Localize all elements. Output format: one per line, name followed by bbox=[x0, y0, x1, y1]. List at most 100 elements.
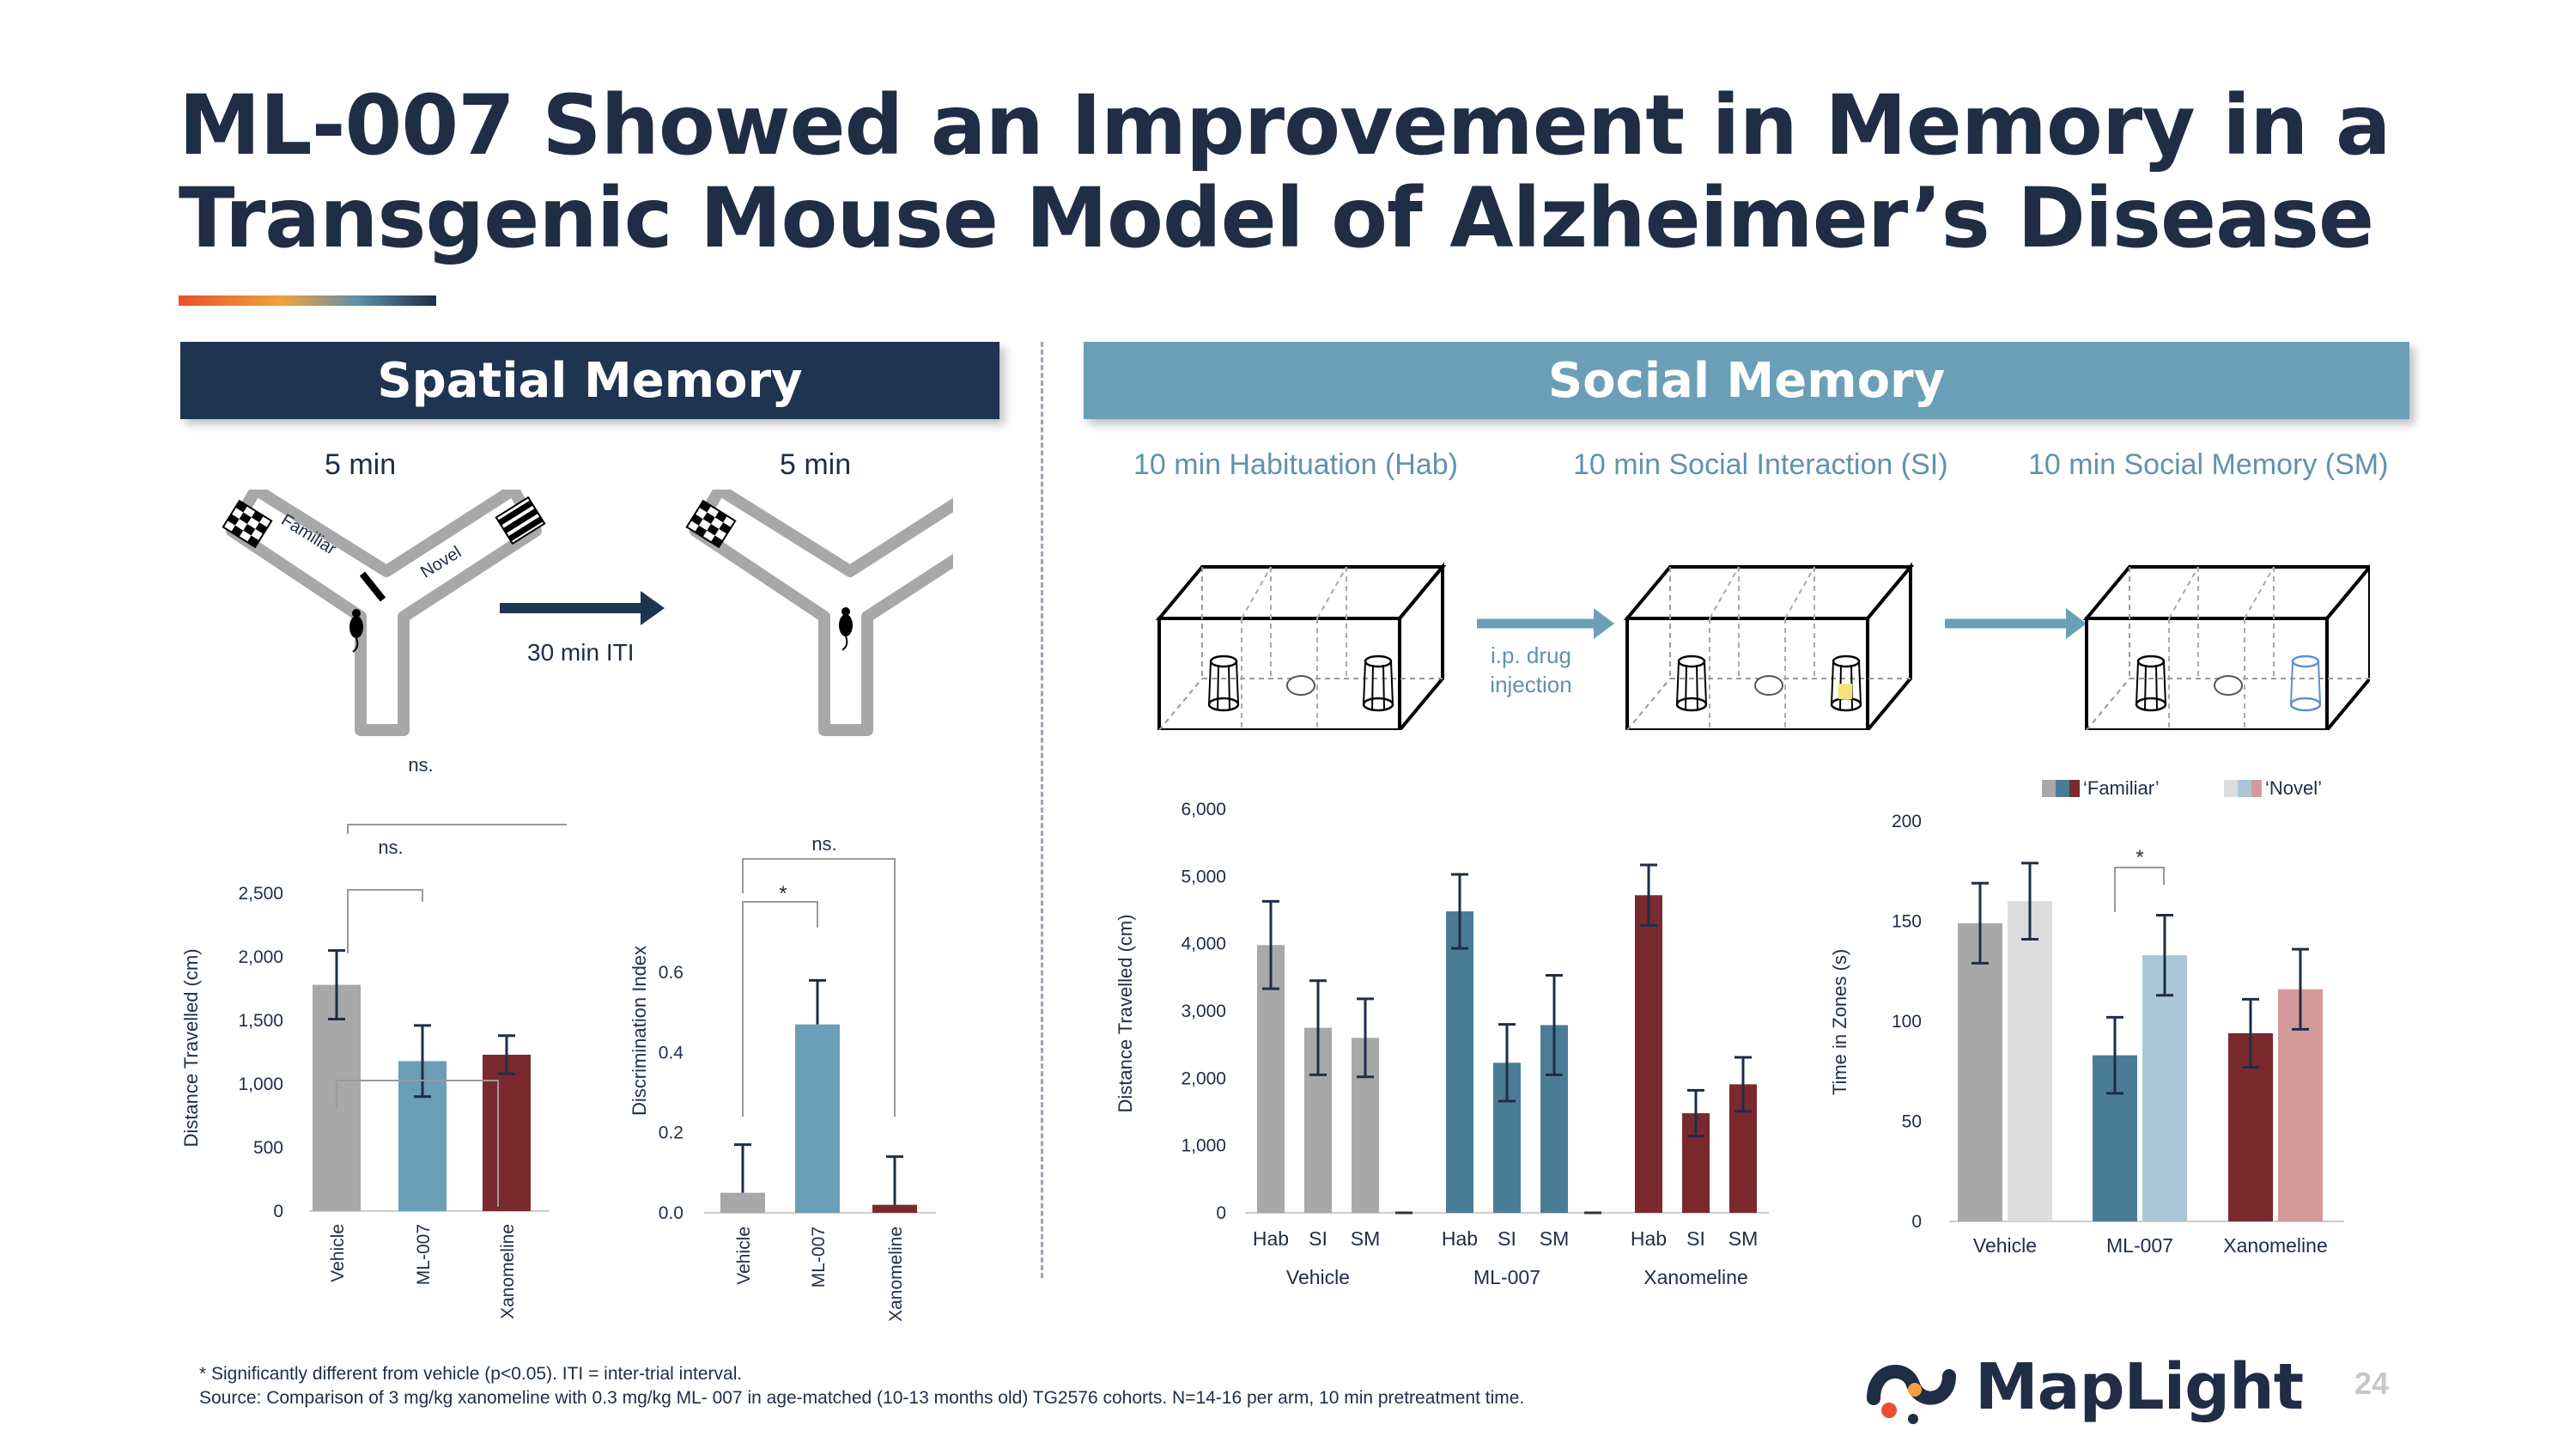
y-tick-label: 200 bbox=[1892, 812, 1922, 831]
chart-discrimination-index: Discrimination Index 0.0 0.2 0.4 0.6 Vehicl… bbox=[629, 833, 936, 1322]
y-tick-label: 0.2 bbox=[659, 1123, 683, 1143]
mouse-icon bbox=[1754, 675, 1783, 696]
three-chamber-schematic bbox=[1157, 565, 2370, 730]
stage-habituation-label: 10 min Habituation (Hab) bbox=[1133, 448, 1458, 481]
habituation-chamber bbox=[1157, 565, 1444, 730]
ns-label: ns. bbox=[811, 833, 836, 855]
group-label: Xanomeline bbox=[1643, 1266, 1747, 1288]
y-tick-label: 0.6 bbox=[659, 963, 683, 983]
social-interaction-chamber bbox=[1625, 565, 1912, 730]
section-divider bbox=[1041, 342, 1043, 1278]
x-tick-label: ML-007 bbox=[809, 1227, 829, 1288]
arrow-1 bbox=[1477, 608, 1614, 639]
x-tick-label: SM bbox=[1540, 1227, 1570, 1250]
mouse-icon bbox=[839, 607, 853, 651]
y-tick-label: 2,000 bbox=[238, 947, 283, 967]
maplight-logo-icon bbox=[1867, 1364, 1956, 1424]
y-axis-label: Distance Travelled (cm) bbox=[1115, 914, 1136, 1112]
page-number: 24 bbox=[2354, 1366, 2390, 1401]
x-tick-label: ML-007 bbox=[414, 1224, 434, 1285]
arrow-2 bbox=[1945, 608, 2087, 639]
slide-title: ML-007 Showed an Improvement in Memory i… bbox=[179, 79, 2497, 265]
chart-time-in-zones: Time in Zones (s) 0 50 100 150 200 Vehicle ML… bbox=[1829, 777, 2344, 1257]
x-tick-label: SI bbox=[1498, 1227, 1516, 1250]
sig-star: * bbox=[779, 882, 787, 905]
x-tick-label: Hab bbox=[1631, 1227, 1667, 1250]
bar-xanomeline-hab bbox=[1635, 895, 1662, 1213]
title-line-1: ML-007 Showed an Improvement in Memory i… bbox=[179, 77, 2391, 174]
legend-novel: ‘Novel’ bbox=[2265, 777, 2322, 799]
bar-novel-ml-007 bbox=[2142, 955, 2187, 1221]
y-tick-label: 0.0 bbox=[659, 1203, 683, 1223]
y-tick-label: 2,500 bbox=[238, 884, 283, 904]
sig-star: * bbox=[2136, 846, 2143, 869]
novel-mouse-marker bbox=[1838, 684, 1852, 699]
bar-ml-007 bbox=[795, 1024, 840, 1213]
sig-bracket-star: * bbox=[2114, 846, 2165, 912]
familiar-checker-pattern bbox=[685, 499, 737, 549]
legend-swatch-familiar-xano bbox=[2069, 780, 2080, 797]
y-tick-label: 100 bbox=[1892, 1012, 1922, 1032]
x-tick-label: SM bbox=[1728, 1227, 1759, 1250]
y-tick-label: 0 bbox=[1216, 1203, 1226, 1223]
y-tick-label: 5,000 bbox=[1181, 867, 1226, 886]
y-axis-label: Time in Zones (s) bbox=[1829, 949, 1850, 1095]
y-tick-label: 1,500 bbox=[238, 1011, 283, 1031]
legend-swatch-familiar-vehicle bbox=[2042, 780, 2056, 797]
bar-novel-vehicle bbox=[2008, 901, 2052, 1221]
x-tick-label: Vehicle bbox=[328, 1224, 348, 1282]
mouse-icon bbox=[2214, 675, 2243, 696]
sig-bracket-star: * bbox=[742, 882, 818, 1117]
legend-swatch-novel-vehicle bbox=[2224, 780, 2238, 797]
x-tick-label: SM bbox=[1351, 1227, 1381, 1250]
y-tick-label: 50 bbox=[1902, 1112, 1922, 1132]
y-axis-label: Distance Travelled (cm) bbox=[180, 948, 202, 1147]
y-tick-label: 150 bbox=[1892, 912, 1922, 932]
x-tick-label: Hab bbox=[1253, 1227, 1289, 1250]
maplight-logo-text: MapLight bbox=[1975, 1350, 2304, 1424]
chart-social-distance: Distance Travelled (cm) 0 1,000 2,000 3,000… bbox=[1115, 800, 1769, 1288]
social-memory-header: Social Memory bbox=[1084, 342, 2409, 419]
mouse-icon bbox=[1286, 675, 1315, 696]
social-memory-chamber bbox=[2085, 565, 2370, 730]
chart-spatial-distance: Distance Travelled (cm) 0 500 1,000 1,500 2,… bbox=[180, 754, 567, 1319]
y-tick-label: 6,000 bbox=[1181, 800, 1226, 819]
footnote-significance: * Significantly different from vehicle (… bbox=[199, 1364, 743, 1384]
ns-label: ns. bbox=[408, 754, 433, 776]
legend-swatch-familiar-ml007 bbox=[2056, 780, 2069, 797]
sig-bracket-ns-outer: ns. bbox=[336, 754, 499, 1207]
x-tick-label: Vehicle bbox=[734, 1227, 754, 1285]
novel-cage bbox=[2289, 654, 2322, 712]
novel-stripe-pattern bbox=[495, 496, 546, 545]
sig-bracket-ns: ns. bbox=[742, 833, 896, 1117]
bar-vehicle bbox=[720, 1192, 765, 1213]
y-maze-test bbox=[685, 490, 953, 736]
phase1-time-label: 5 min bbox=[325, 448, 397, 481]
familiar-checker-pattern bbox=[222, 499, 273, 549]
iti-label: 30 min ITI bbox=[527, 639, 635, 666]
y-tick-label: 3,000 bbox=[1181, 1002, 1226, 1021]
y-tick-label: 1,000 bbox=[1181, 1136, 1226, 1156]
y-axis-label: Discrimination Index bbox=[629, 946, 650, 1116]
legend-swatch-novel-ml007 bbox=[2238, 780, 2251, 797]
y-tick-label: 1,000 bbox=[238, 1075, 283, 1094]
y-tick-label: 2,000 bbox=[1181, 1068, 1226, 1088]
x-tick-label: Xanomeline bbox=[498, 1224, 518, 1319]
ns-label: ns. bbox=[378, 837, 403, 858]
title-line-2: Transgenic Mouse Model of Alzheimer’s Di… bbox=[179, 170, 2374, 266]
x-tick-label: Xanomeline bbox=[2223, 1234, 2327, 1257]
footnote-source: Source: Comparison of 3 mg/kg xanomeline… bbox=[199, 1388, 1525, 1408]
bar-ml-007-hab bbox=[1446, 911, 1473, 1213]
y-tick-label: 0 bbox=[273, 1202, 283, 1221]
bar-xanomeline bbox=[483, 1054, 531, 1211]
y-tick-label: 4,000 bbox=[1181, 935, 1226, 954]
legend-familiar: ‘Familiar’ bbox=[2083, 777, 2160, 799]
bar-familiar-vehicle bbox=[1958, 922, 2002, 1221]
title-underline bbox=[179, 295, 436, 306]
injection-label: i.p. drug injection bbox=[1490, 642, 1572, 697]
x-tick-label: Hab bbox=[1442, 1227, 1478, 1250]
mouse-icon bbox=[349, 609, 363, 653]
y-tick-label: 0.4 bbox=[659, 1043, 684, 1062]
spatial-memory-header: Spatial Memory bbox=[180, 342, 999, 419]
x-tick-label: SI bbox=[1309, 1227, 1327, 1250]
